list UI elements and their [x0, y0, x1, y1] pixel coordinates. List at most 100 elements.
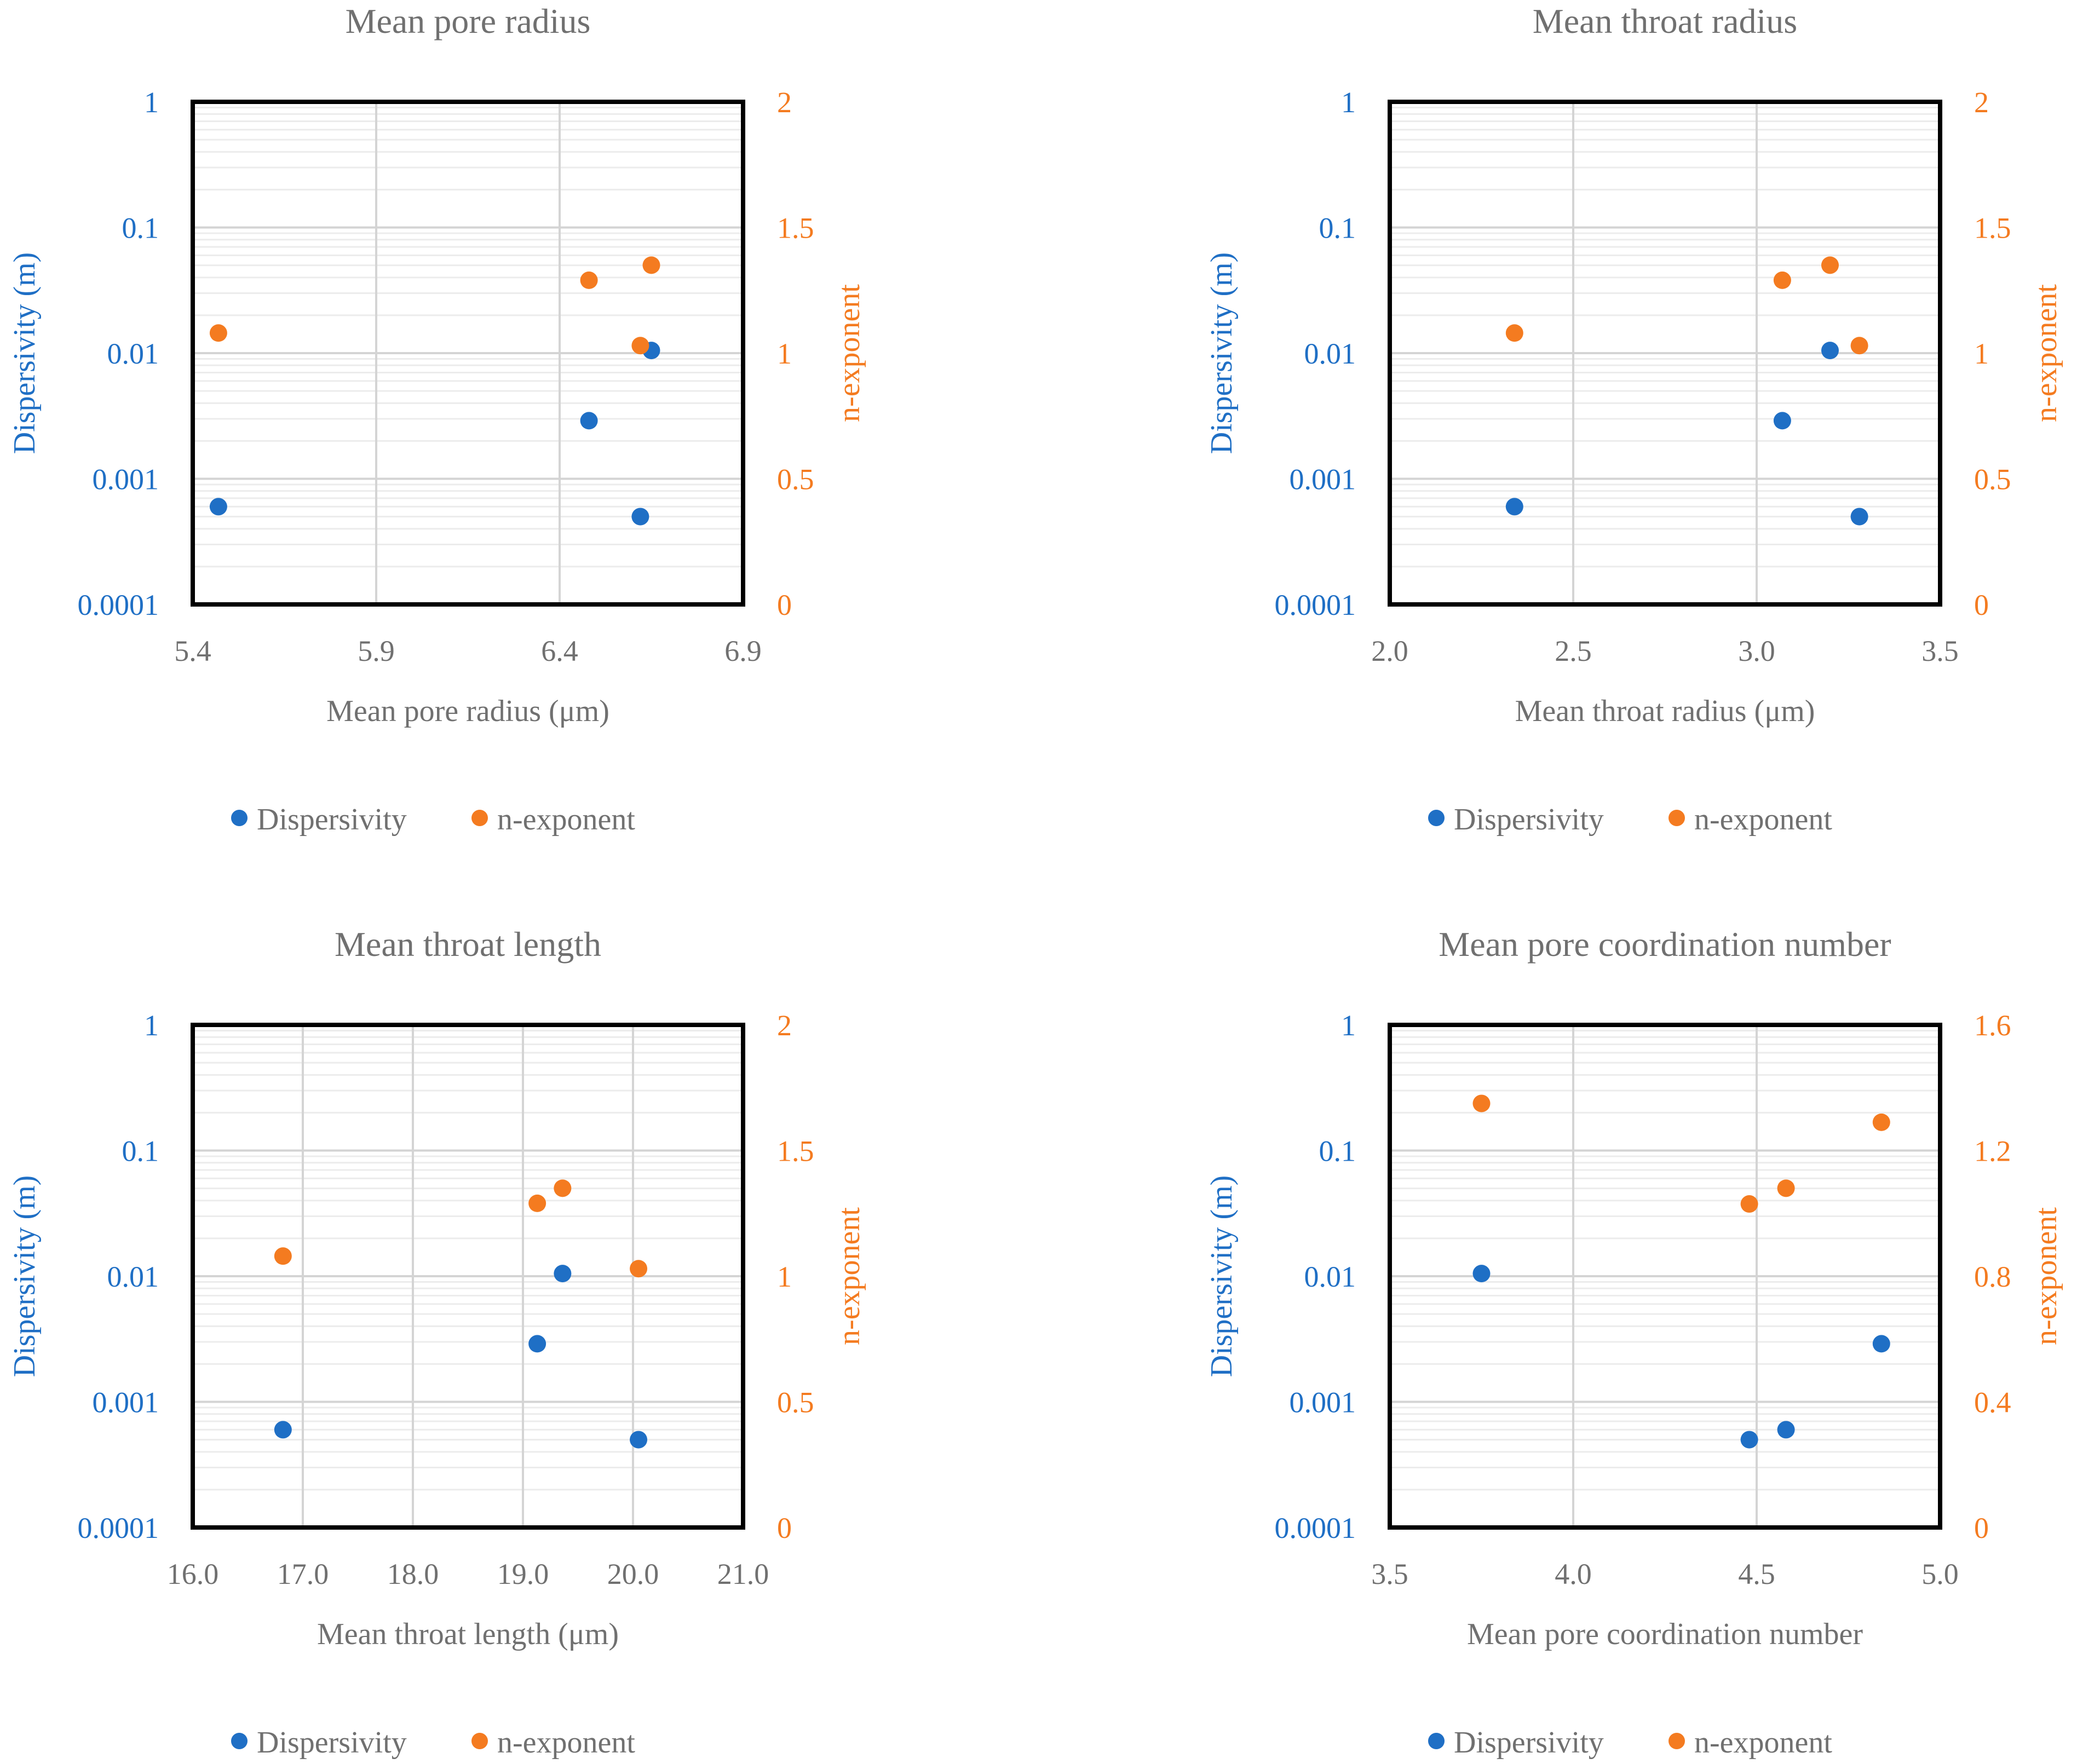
y-axis-title-left: Dispersivity (m) — [1205, 1175, 1239, 1377]
x-tick-label: 6.4 — [541, 635, 578, 667]
y-tick-label-right: 1 — [1974, 337, 1989, 370]
legend-marker-n-exponent — [471, 810, 488, 826]
chart-title: Mean throat length — [335, 925, 601, 964]
n-exponent-point — [209, 324, 227, 342]
n-exponent-point — [528, 1194, 546, 1212]
y-tick-label-right: 0 — [1974, 1512, 1989, 1544]
y-tick-label-left: 1 — [1341, 1009, 1356, 1042]
y-axis-title-left: Dispersivity (m) — [8, 1175, 42, 1377]
chart-panel-4: Mean pore coordination number 1 0.1 0.01 0.0… — [1205, 925, 2063, 1760]
y-axis-title-left: Dispersivity (m) — [1205, 252, 1239, 454]
x-tick-label: 18.0 — [387, 1558, 439, 1590]
x-axis-title: Mean throat radius (μm) — [1515, 694, 1815, 728]
y-axis-title-left: Dispersivity (m) — [8, 252, 42, 454]
x-tick-label: 3.0 — [1738, 635, 1775, 667]
y-tick-label-left: 0.01 — [107, 1260, 159, 1293]
chart-title: Mean pore coordination number — [1439, 925, 1891, 964]
y-tick-label-left: 0.01 — [1304, 1260, 1356, 1293]
y-tick-label-right: 1 — [777, 1260, 792, 1293]
x-tick-label: 20.0 — [607, 1558, 659, 1590]
y-tick-label-left: 0.1 — [122, 1135, 159, 1168]
x-tick-label: 5.0 — [1921, 1558, 1959, 1590]
y-tick-label-left: 0.0001 — [1275, 1512, 1356, 1544]
n-exponent-point — [642, 256, 660, 274]
plot-frame — [1388, 1023, 1942, 1530]
x-tick-label: 5.9 — [358, 635, 395, 667]
y-tick-label-right: 1.6 — [1974, 1009, 2011, 1042]
y-tick-label-left: 0.0001 — [78, 1512, 159, 1544]
chart-title: Mean throat radius — [1533, 2, 1797, 41]
x-tick-label: 4.0 — [1555, 1558, 1592, 1590]
legend-label-dispersivity: Dispersivity — [257, 803, 407, 837]
x-axis-title: Mean pore coordination number — [1467, 1617, 1863, 1651]
x-axis-title: Mean pore radius (μm) — [326, 694, 609, 728]
legend-label-dispersivity: Dispersivity — [1454, 803, 1604, 837]
y-tick-label-right: 1.5 — [777, 212, 814, 245]
dispersivity-point — [1821, 342, 1839, 360]
y-tick-label-right: 0.5 — [777, 463, 814, 496]
dispersivity-point — [1740, 1431, 1758, 1449]
x-tick-label: 2.5 — [1555, 635, 1592, 667]
y-tick-label-right: 0.8 — [1974, 1260, 2011, 1293]
y-tick-label-left: 1 — [1341, 86, 1356, 119]
chart-panel-3: Mean throat length10.10.010.0010.000121.… — [8, 925, 866, 1760]
plot-frame — [191, 1023, 745, 1530]
dispersivity-point — [1472, 1265, 1491, 1283]
plot-frame — [191, 100, 745, 607]
dispersivity-point — [1773, 412, 1791, 430]
x-tick-label: 16.0 — [167, 1558, 219, 1590]
dispersivity-point — [1872, 1335, 1890, 1353]
y-tick-label-left: 0.0001 — [1275, 589, 1356, 621]
n-exponent-point — [1850, 337, 1868, 355]
y-tick-label-right: 1.5 — [777, 1135, 814, 1168]
y-tick-label-left: 0.1 — [1319, 212, 1356, 245]
n-exponent-point — [1777, 1179, 1795, 1197]
y-tick-label-left: 1 — [144, 86, 159, 119]
plot-frame — [1388, 100, 1942, 607]
x-tick-label: 3.5 — [1371, 1558, 1408, 1590]
n-exponent-point — [630, 1260, 648, 1278]
y-tick-label-right: 2 — [777, 86, 792, 119]
n-exponent-point — [631, 337, 649, 355]
n-exponent-point — [274, 1247, 292, 1265]
y-tick-label-left: 0.001 — [1290, 463, 1356, 496]
y-axis-title-right: n-exponent — [832, 1207, 866, 1345]
x-tick-label: 6.9 — [724, 635, 762, 667]
y-tick-label-left: 0.0001 — [78, 589, 159, 621]
x-tick-label: 21.0 — [717, 1558, 769, 1590]
chart-panel-1: Mean pore radius 1 0.1 0.01 0.001 0.0001 2 1.5 1… — [8, 2, 866, 837]
n-exponent-point — [554, 1179, 572, 1197]
n-exponent-point — [1821, 256, 1839, 274]
x-tick-label: 5.4 — [174, 635, 211, 667]
dispersivity-point — [631, 508, 649, 526]
dispersivity-point — [1505, 498, 1523, 516]
y-tick-label-right: 2 — [777, 1009, 792, 1042]
y-tick-label-left: 0.1 — [122, 212, 159, 245]
x-tick-label: 4.5 — [1738, 1558, 1775, 1590]
y-axis-title-right: n-exponent — [2029, 1207, 2063, 1345]
legend-marker-dispersivity — [1428, 1733, 1445, 1749]
y-tick-label-left: 0.001 — [93, 463, 159, 496]
x-tick-label: 2.0 — [1371, 635, 1408, 667]
n-exponent-point — [1740, 1195, 1758, 1213]
y-tick-label-right: 0 — [1974, 589, 1989, 621]
x-tick-label: 17.0 — [277, 1558, 329, 1590]
dispersivity-point — [528, 1335, 546, 1353]
legend-marker-dispersivity — [1428, 810, 1445, 826]
legend-label-dispersivity: Dispersivity — [257, 1726, 407, 1760]
y-axis-title-right: n-exponent — [832, 284, 866, 422]
n-exponent-point — [1505, 324, 1523, 342]
legend-label-n-exponent: n-exponent — [1694, 1726, 1832, 1760]
y-tick-label-left: 0.001 — [93, 1386, 159, 1419]
legend-label-dispersivity: Dispersivity — [1454, 1726, 1604, 1760]
dispersivity-point — [209, 498, 227, 516]
legend-marker-n-exponent — [1668, 1733, 1685, 1749]
y-tick-label-left: 1 — [144, 1009, 159, 1042]
y-tick-label-right: 0.5 — [777, 1386, 814, 1419]
dispersivity-point — [630, 1431, 648, 1449]
y-axis-title-right: n-exponent — [2029, 284, 2063, 422]
legend-label-n-exponent: n-exponent — [497, 1726, 635, 1760]
x-axis-title: Mean throat length (μm) — [317, 1617, 619, 1651]
dispersivity-point — [1777, 1421, 1795, 1439]
